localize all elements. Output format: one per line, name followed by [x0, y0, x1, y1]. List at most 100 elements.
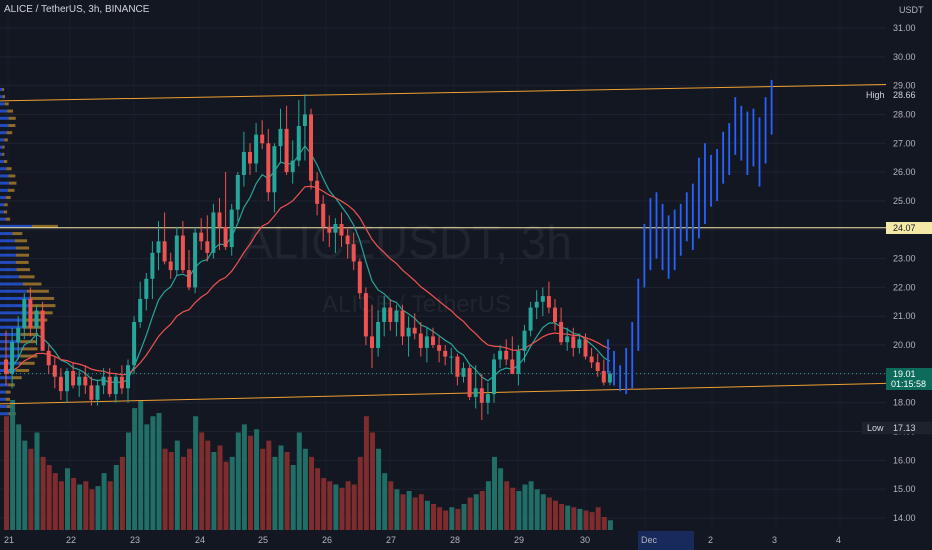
volume-bar: [254, 429, 260, 530]
volume-bar: [223, 461, 229, 530]
currency-label: USDT: [899, 5, 924, 15]
volume-bar: [77, 484, 83, 530]
volume-bar: [595, 507, 601, 530]
volume-bar: [406, 491, 412, 530]
volume-bar: [180, 456, 186, 530]
candle-body: [241, 151, 246, 175]
candle-body: [553, 307, 557, 322]
candle-body: [174, 235, 179, 271]
candle-body: [71, 371, 76, 386]
vp-up-bar: [0, 196, 6, 200]
vp-up-bar: [0, 87, 3, 91]
candle-body: [58, 376, 63, 392]
candle-body: [168, 261, 173, 271]
vp-up-bar: [0, 239, 15, 243]
candle-body: [376, 322, 381, 348]
y-tick-label: 25.00: [893, 196, 916, 206]
volume-bar: [571, 507, 577, 530]
volume-bar: [479, 491, 485, 530]
vp-up-bar: [0, 383, 9, 387]
vp-up-bar: [0, 361, 20, 365]
vp-down-bar: [19, 361, 35, 365]
x-tick-label: 22: [66, 535, 76, 545]
volume-bar: [241, 424, 247, 530]
x-tick-label: 25: [258, 535, 268, 545]
candle-body: [101, 376, 106, 386]
vp-up-bar: [0, 296, 30, 300]
high-value: 28.66: [893, 90, 916, 100]
vp-down-bar: [9, 181, 17, 185]
candle-body: [284, 128, 289, 173]
candle-body: [107, 376, 112, 395]
projection-bars: [607, 79, 773, 395]
candle-body: [510, 359, 515, 374]
vp-up-bar: [0, 397, 6, 401]
volume-bar: [302, 448, 308, 530]
volume-bar: [138, 400, 144, 530]
y-tick-label: 20.00: [893, 340, 916, 350]
vp-down-bar: [8, 174, 16, 178]
volume-bar: [46, 465, 52, 530]
candle-body: [229, 209, 234, 248]
y-tick-label: 15.00: [893, 484, 916, 494]
volume-bar: [22, 440, 28, 530]
candle-body: [431, 336, 435, 346]
candle-body: [394, 310, 399, 322]
candle-body: [65, 371, 69, 392]
volume-bar: [65, 468, 70, 530]
volume-bar: [449, 507, 455, 530]
volume-bar: [357, 456, 363, 530]
candle-body: [40, 310, 45, 351]
candle-body: [144, 278, 149, 299]
volume-bar: [58, 481, 64, 530]
volume-bar: [559, 504, 565, 530]
volume-bar: [516, 491, 522, 530]
vp-down-bar: [21, 332, 39, 336]
volume-bar: [583, 510, 589, 530]
price-axis[interactable]: USDT 14.0015.0016.0017.0018.0019.0020.00…: [886, 0, 932, 550]
y-tick-label: 28.00: [893, 109, 916, 119]
time-axis[interactable]: 21 22 23 24 25 26 27 28 29 30 Dec 2 3 4: [0, 530, 886, 550]
vp-up-bar: [0, 116, 9, 120]
volume-bar: [199, 432, 205, 530]
price-tags: High 28.66 24.07 19.01 01:15:58 Low 17.1…: [862, 89, 932, 434]
volume-bar: [119, 456, 125, 530]
volume-bar: [10, 400, 16, 530]
vp-down-bar: [2, 95, 6, 99]
volume-bar: [174, 440, 180, 530]
last-price: 19.01: [893, 369, 916, 379]
volume-bar: [388, 481, 394, 530]
volume-bar: [162, 448, 168, 530]
candle-body: [113, 376, 118, 395]
volume-bar: [473, 494, 479, 530]
volume-bar: [321, 478, 327, 530]
vp-down-bar: [8, 124, 16, 127]
vp-up-bar: [0, 275, 19, 279]
volume-bar: [211, 452, 217, 530]
candle-body: [449, 356, 454, 358]
candle-body: [589, 356, 594, 363]
y-tick-label: 14.00: [893, 513, 916, 523]
vp-up-bar: [0, 282, 23, 286]
vp-down-bar: [6, 131, 13, 135]
vp-up-bar: [0, 318, 26, 322]
vp-down-bar: [5, 397, 11, 401]
high-value-box: [886, 89, 932, 101]
candle-body: [150, 252, 155, 279]
candle-body: [278, 128, 283, 147]
volume-bar: [156, 413, 162, 530]
candle-body: [345, 235, 350, 245]
candle-body: [607, 373, 612, 383]
trend-lines: [0, 83, 887, 405]
volume-bar: [455, 508, 461, 530]
volume-bar: [4, 416, 9, 530]
volume-bar: [205, 440, 211, 530]
volume-bar: [16, 424, 22, 530]
vp-up-bar: [0, 203, 5, 207]
vp-up-bar: [0, 174, 9, 178]
vp-down-bar: [8, 383, 15, 387]
candle-body: [382, 307, 387, 322]
candle-body: [400, 310, 405, 337]
candle-body: [89, 385, 94, 400]
